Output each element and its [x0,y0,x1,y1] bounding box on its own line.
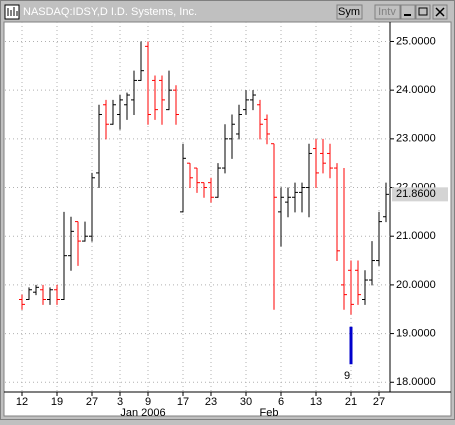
x-tick-label: 9 [145,396,151,408]
y-tick-label: 24.0000 [396,84,436,96]
y-tick-label: 25.0000 [396,35,436,47]
last-price-box [392,187,448,202]
sym-label: Sym [338,6,360,18]
y-tick-label: 18.0000 [396,376,436,388]
maximize-button[interactable] [415,4,431,20]
x-tick-label: 6 [278,396,284,408]
x-tick-label: 3 [117,396,123,408]
chart-area [3,21,452,417]
x-tick-label: 23 [205,396,217,408]
x-tick-label: 17 [177,396,189,408]
close-glyph [435,7,445,17]
x-tick-label: 12 [16,396,28,408]
x-tick-label: 30 [240,396,252,408]
x-tick-label: 27 [373,396,385,408]
y-tick-label: 21.0000 [396,230,436,242]
month-label: Feb [260,407,279,419]
x-tick-label: 19 [51,396,63,408]
window-title: NASDAQ:IDSY,D I.D. Systems, Inc. [23,6,197,18]
icon-glyph [7,7,18,16]
intv-button[interactable] [374,4,401,20]
signal-label: 9 [344,370,350,382]
x-tick-label: 21 [345,396,357,408]
plot: 18.000019.000020.000021.000022.000023.00… [5,22,448,419]
y-tick-label: 19.0000 [396,327,436,339]
y-tick-label: 20.0000 [396,279,436,291]
month-label: Jan 2006 [120,407,165,419]
x-tick-label: 13 [310,396,322,408]
maximize-glyph [418,7,428,16]
intv-label: Intv [378,6,396,18]
x-tick-label: 27 [86,396,98,408]
sym-button[interactable] [336,4,363,20]
last-price-label: 21.8600 [396,188,436,200]
y-tick-label: 23.0000 [396,133,436,145]
minimize-button[interactable] [400,4,416,20]
